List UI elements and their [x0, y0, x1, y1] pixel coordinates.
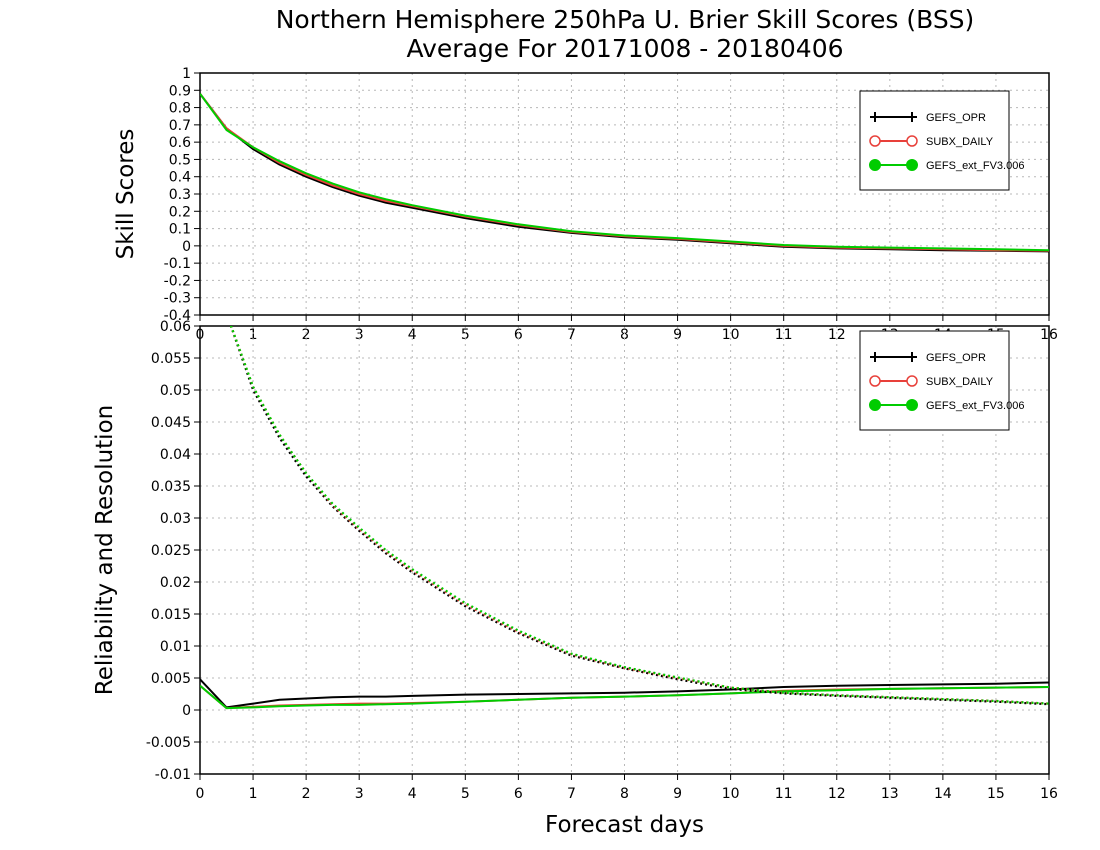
y-tick-label: 0.5	[169, 152, 191, 168]
y-tick-label: -0.005	[146, 735, 191, 751]
reliability-resolution-panel: -0.01 -0.005 0 0.005 0.01 0.015 0.02 0.025 0.03 0…	[92, 319, 1058, 838]
y-tick-label: 1	[182, 66, 191, 82]
x-axis-label: Forecast days	[545, 812, 704, 838]
y-tick-label: -0.1	[164, 256, 191, 272]
y-tick-label: 0.055	[151, 351, 191, 367]
y-tick-label: 0.03	[160, 511, 191, 527]
y-tick-label: 0.045	[151, 415, 191, 431]
y-tick-label: 0	[182, 703, 191, 719]
x-tick-label: 7	[567, 327, 576, 343]
series-line-gefs-opr-reliability	[200, 678, 1049, 709]
x-tick-label: 10	[722, 786, 740, 802]
series-group	[200, 93, 1049, 253]
chart-title-line1: Northern Hemisphere 250hPa U. Brier Skil…	[276, 5, 975, 34]
x-tick-label: 12	[828, 327, 846, 343]
x-tick-label: 11	[775, 327, 793, 343]
y-tick-label: 0.04	[160, 447, 191, 463]
y-tick-label: -0.2	[164, 273, 191, 289]
x-tick-label: 5	[461, 327, 470, 343]
legend-label-gefs-opr: GEFS_OPR	[926, 112, 986, 124]
y-tick-label: 0.1	[169, 222, 191, 238]
series-group	[200, 326, 1049, 710]
x-tick-label: 2	[302, 786, 311, 802]
x-tick-label: 3	[355, 327, 364, 343]
legend-marker-filled-circle	[869, 159, 881, 171]
y-tick-label: 0.01	[160, 639, 191, 655]
x-tick-label: 1	[249, 786, 258, 802]
legend-marker-filled-circle	[869, 399, 881, 411]
chart-title-line2: Average For 20171008 - 20180406	[406, 34, 843, 63]
y-tick-label: 0.6	[169, 135, 191, 151]
x-tick-label: 12	[828, 786, 846, 802]
legend-label-gefs-ext-fv3-006: GEFS_ext_FV3.006	[926, 400, 1024, 412]
x-tick-label: 15	[987, 786, 1005, 802]
x-tick-label: 11	[775, 786, 793, 802]
y-axis-label: Reliability and Resolution	[92, 405, 118, 695]
legend-marker-open-circle	[906, 375, 918, 387]
x-tick-label: 9	[673, 786, 682, 802]
series-line-gefs-ext-fv3-006-resolution	[229, 326, 1049, 705]
x-tick-label: 5	[461, 786, 470, 802]
y-axis-label: Skill Scores	[113, 129, 139, 260]
x-tick-label: 7	[567, 786, 576, 802]
x-tick-label: 6	[514, 786, 523, 802]
y-tick-label: 0.035	[151, 479, 191, 495]
y-tick-label: -0.3	[164, 291, 191, 307]
x-tick-label: 0	[196, 786, 205, 802]
y-tick-label: 0.2	[169, 204, 191, 220]
y-tick-label: 0.02	[160, 575, 191, 591]
series-line-gefs-ext-fv3-006	[200, 93, 1049, 252]
legend-label-gefs-opr: GEFS_OPR	[926, 352, 986, 364]
series-line-gefs-opr-resolution	[229, 326, 1049, 706]
x-tick-label: 10	[722, 327, 740, 343]
y-tick-label: 0.9	[169, 83, 191, 99]
x-tick-label: 6	[514, 327, 523, 343]
legend-marker-open-circle	[869, 135, 881, 147]
x-tick-label: 1	[249, 327, 258, 343]
legend-label-subx-daily: SUBX_DAILY	[926, 136, 994, 148]
x-tick-label: 8	[620, 327, 629, 343]
skill-scores-panel: -0.4-0.3-0.2-0.100.10.20.30.40.50.60.70.…	[113, 66, 1058, 343]
y-tick-label: 0.8	[169, 101, 191, 117]
legend: GEFS_OPR SUBX_DAILY GEFS_ext_FV3.006	[859, 330, 1024, 431]
y-tick-label: 0.005	[151, 671, 191, 687]
y-tick-label: 0.05	[160, 383, 191, 399]
y-tick-label: 0.025	[151, 543, 191, 559]
legend: GEFS_OPR SUBX_DAILY GEFS_ext_FV3.006	[859, 90, 1024, 191]
x-tick-label: 8	[620, 786, 629, 802]
x-tick-label: 4	[408, 327, 417, 343]
x-tick-label: 14	[934, 786, 952, 802]
y-tick-label: -0.01	[155, 767, 191, 783]
x-tick-label: 16	[1040, 786, 1058, 802]
legend-label-gefs-ext-fv3-006: GEFS_ext_FV3.006	[926, 160, 1024, 172]
legend-marker-filled-circle	[906, 399, 918, 411]
y-tick-label: -0.4	[164, 308, 191, 324]
legend-marker-filled-circle	[906, 159, 918, 171]
legend-label-subx-daily: SUBX_DAILY	[926, 376, 994, 388]
x-tick-label: 4	[408, 786, 417, 802]
y-tick-label: 0.3	[169, 187, 191, 203]
y-tick-label: 0.06	[160, 319, 191, 335]
x-tick-label: 2	[302, 327, 311, 343]
x-tick-label: 3	[355, 786, 364, 802]
y-tick-label: 0.4	[169, 170, 191, 186]
y-tick-label: 0	[182, 239, 191, 255]
x-tick-label: 13	[881, 786, 899, 802]
y-tick-label: 0.015	[151, 607, 191, 623]
y-tick-label: 0.7	[169, 118, 191, 134]
series-line-gefs-ext-fv3-006-reliability	[200, 684, 1049, 710]
legend-marker-open-circle	[869, 375, 881, 387]
legend-marker-open-circle	[906, 135, 918, 147]
x-tick-label: 9	[673, 327, 682, 343]
